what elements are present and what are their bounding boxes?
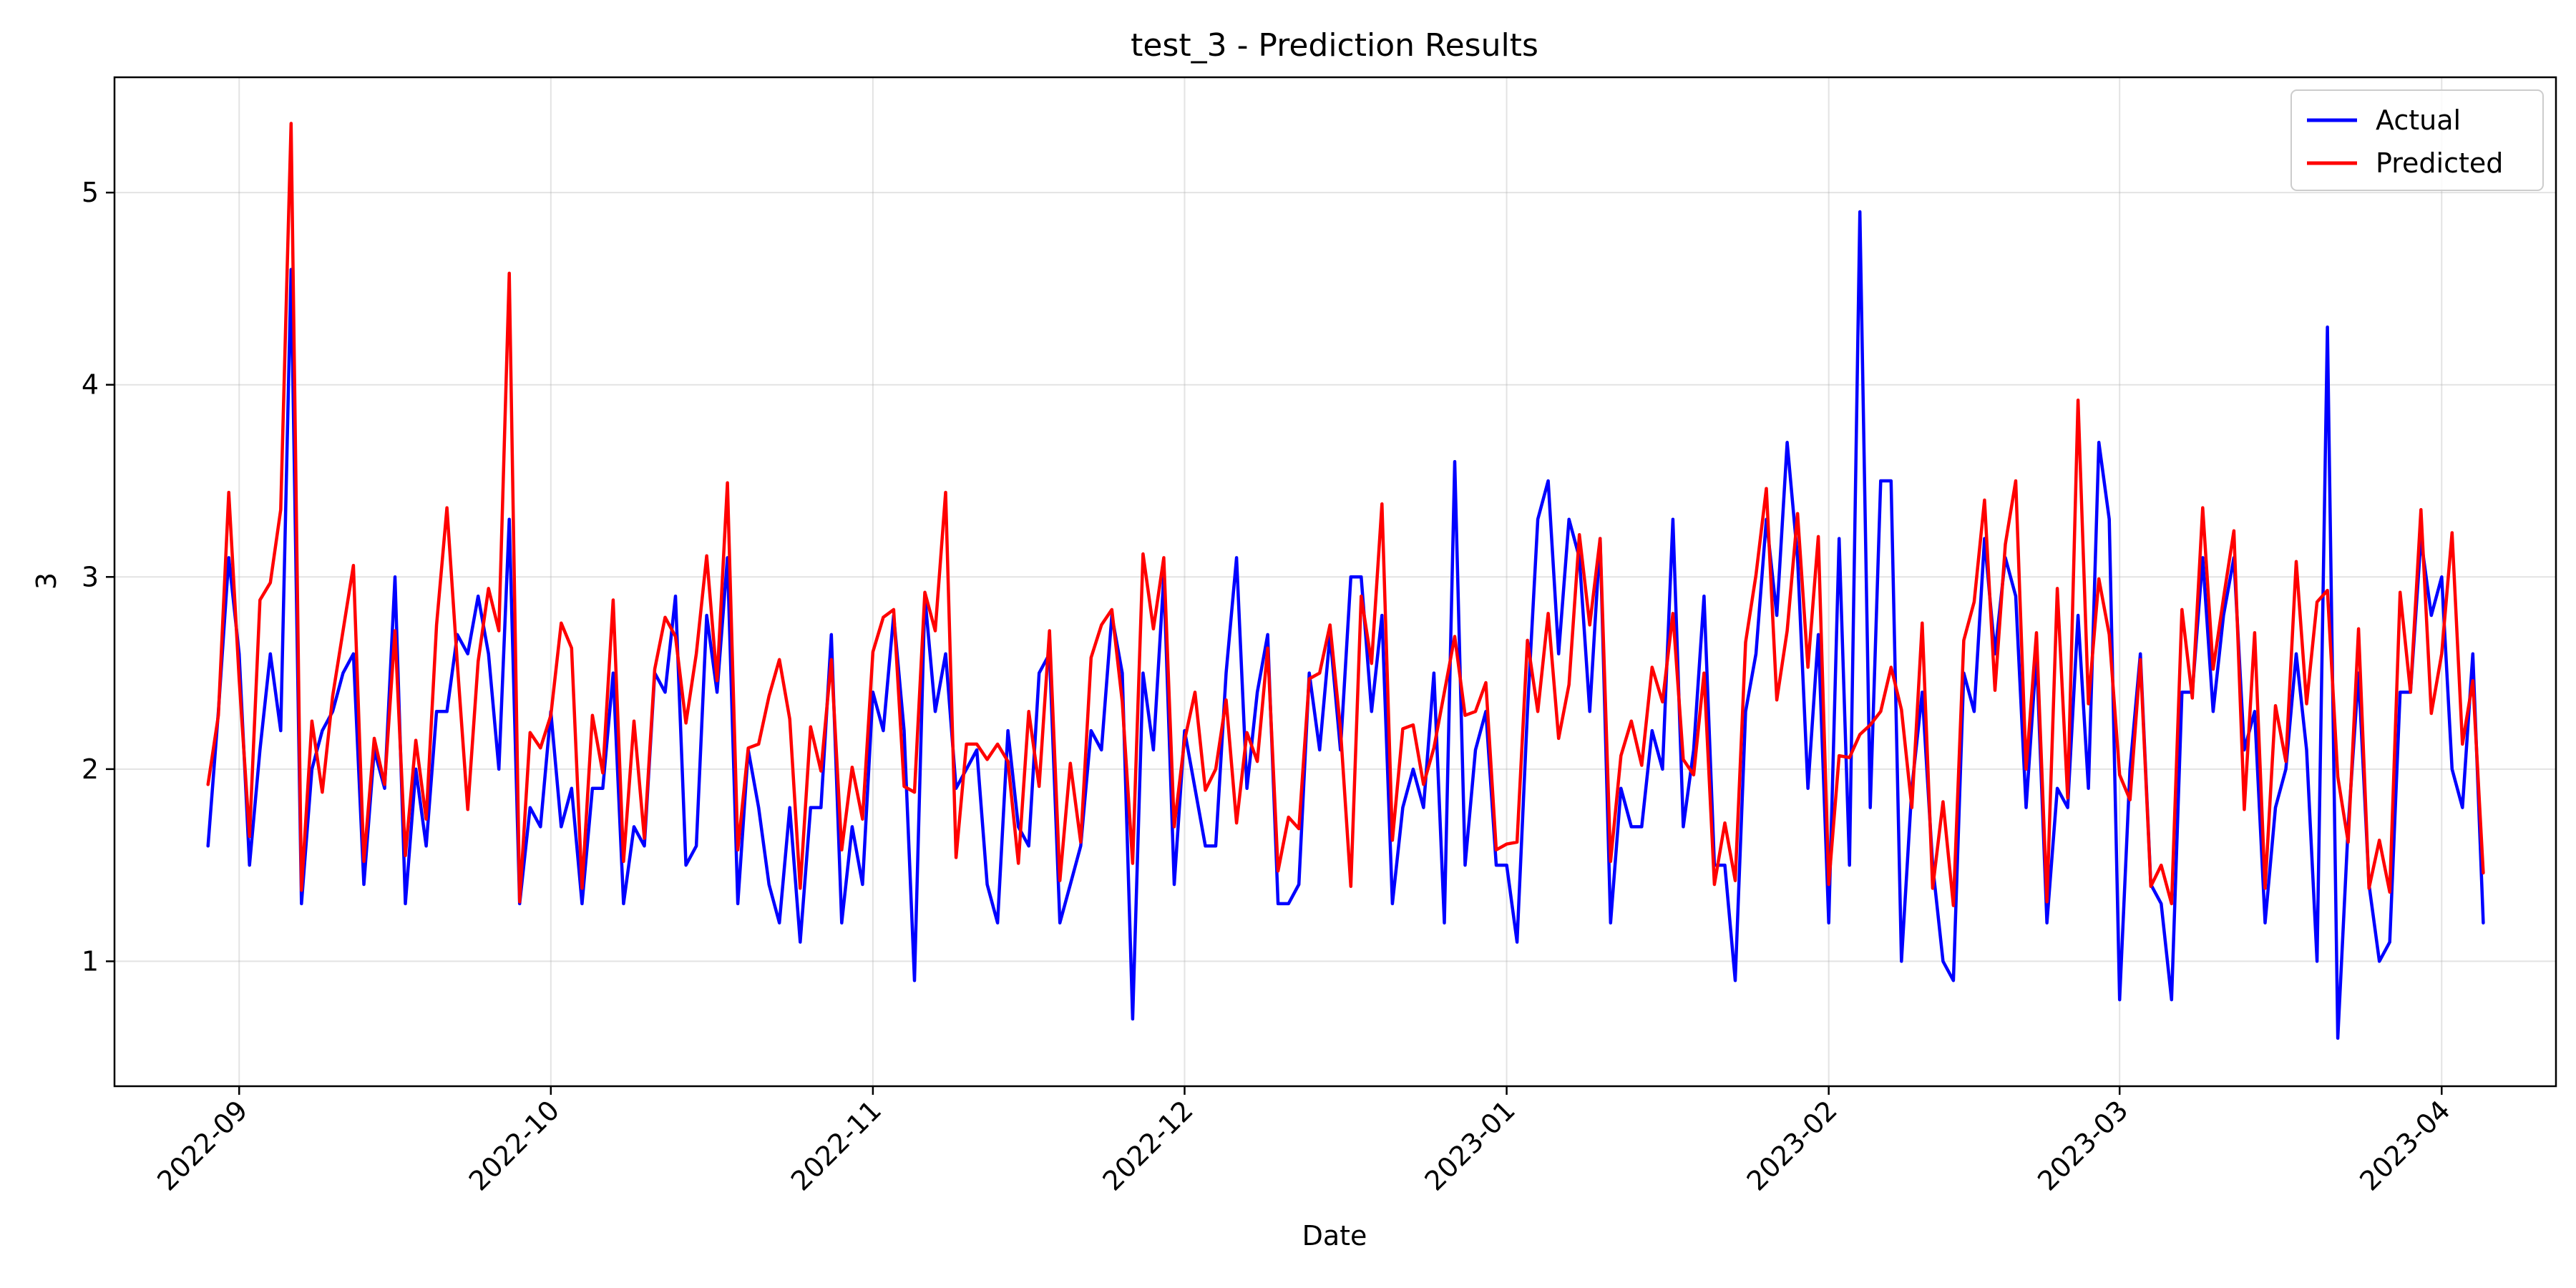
y-axis-label: 3	[31, 572, 62, 590]
legend-label-actual: Actual	[2376, 104, 2461, 136]
legend-label-predicted: Predicted	[2376, 147, 2503, 179]
legend: Actual Predicted	[2290, 89, 2544, 191]
y-tick-label: 2	[82, 753, 99, 785]
chart-title: test_3 - Prediction Results	[1131, 27, 1538, 64]
y-tick-label: 3	[82, 561, 99, 592]
legend-box	[2290, 89, 2544, 191]
series-line-predicted	[206, 122, 2485, 907]
x-axis-label: Date	[1302, 1220, 1367, 1252]
y-tick-label: 1	[82, 945, 99, 977]
y-tick-label: 5	[82, 177, 99, 208]
plot-frame	[113, 76, 2557, 1088]
plot-series	[206, 122, 2485, 1040]
y-axis: 1 2 3 4 5	[82, 177, 114, 977]
series-line-actual	[206, 210, 2485, 1040]
y-tick-label: 4	[82, 369, 99, 401]
